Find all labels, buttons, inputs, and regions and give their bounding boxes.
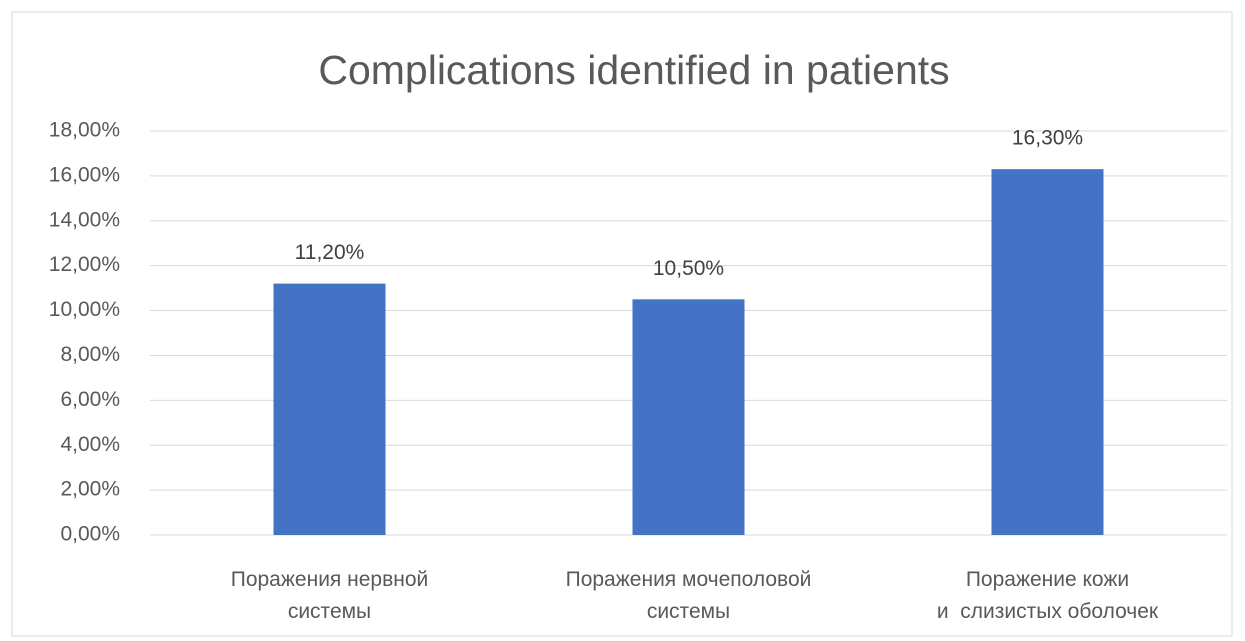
y-tick-label: 16,00% <box>49 163 120 186</box>
y-tick-label: 8,00% <box>60 343 120 366</box>
x-tick-label-line: Поражение кожи <box>966 568 1129 591</box>
chart-title: Complications identified in patients <box>318 47 949 93</box>
x-tick-label: Поражение кожи и слизистых оболочек <box>937 568 1159 623</box>
y-tick-label: 10,00% <box>49 298 120 321</box>
y-tick-label: 4,00% <box>60 433 120 456</box>
x-tick-label-line: системы <box>647 600 730 623</box>
bar <box>632 299 745 535</box>
y-tick-label: 6,00% <box>60 388 120 411</box>
bar <box>991 169 1104 535</box>
y-tick-label: 2,00% <box>60 478 120 501</box>
data-label: 16,30% <box>1012 127 1083 150</box>
x-tick-label-line: Поражения нервной <box>231 568 429 591</box>
y-tick-label: 14,00% <box>49 208 120 231</box>
data-label: 10,50% <box>653 257 724 280</box>
bar <box>273 283 386 535</box>
x-tick-label: Поражения нервной системы <box>231 568 429 623</box>
data-label: 11,20% <box>295 241 365 264</box>
x-tick-label-line: Поражения мочеполовой <box>566 568 812 591</box>
y-tick-label: 18,00% <box>49 119 120 142</box>
x-tick-label: Поражения мочеполовой системы <box>566 568 812 623</box>
y-tick-label: 0,00% <box>60 523 120 546</box>
y-tick-label: 12,00% <box>49 253 120 276</box>
x-tick-label-line: системы <box>288 600 371 623</box>
x-tick-label-line: и слизистых оболочек <box>937 600 1159 623</box>
